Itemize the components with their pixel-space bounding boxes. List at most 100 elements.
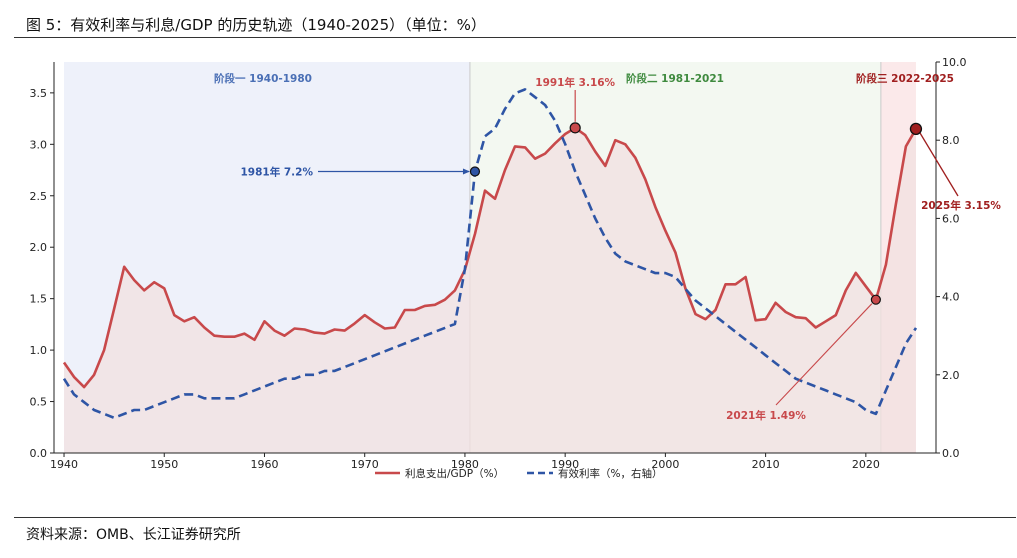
annotation-label-1981: 1981年 7.2% xyxy=(240,165,313,178)
rate-point xyxy=(383,350,386,353)
interest-point xyxy=(203,326,206,329)
rate-point xyxy=(544,104,547,107)
rate-point xyxy=(343,366,346,369)
rate-point xyxy=(814,385,817,388)
x-tick-label: 1960 xyxy=(250,458,278,471)
rate-point xyxy=(905,342,908,345)
rate-point xyxy=(734,330,737,333)
rate-point xyxy=(484,135,487,138)
rate-point xyxy=(584,194,587,197)
x-tick-label: 1970 xyxy=(351,458,379,471)
rate-point xyxy=(624,260,627,263)
rate-point xyxy=(534,96,537,99)
interest-point xyxy=(504,169,507,172)
rate-point xyxy=(774,362,777,365)
y-left-tick-label: 3.5 xyxy=(30,87,48,100)
x-tick-label: 2010 xyxy=(752,458,780,471)
rate-point xyxy=(554,119,557,122)
rate-point xyxy=(794,377,797,380)
rate-point xyxy=(664,272,667,275)
rate-point xyxy=(784,369,787,372)
rate-point xyxy=(63,377,66,380)
rate-point xyxy=(373,354,376,357)
interest-point xyxy=(734,283,737,286)
rate-point xyxy=(313,373,316,376)
interest-point xyxy=(73,375,76,378)
rate-point xyxy=(895,366,898,369)
interest-point xyxy=(293,327,296,330)
rate-point xyxy=(133,409,136,412)
rate-point xyxy=(594,217,597,220)
rate-point xyxy=(223,397,226,400)
rate-point xyxy=(654,272,657,275)
rate-point xyxy=(574,170,577,173)
rate-point xyxy=(874,413,877,416)
interest-point xyxy=(714,309,717,312)
rate-point xyxy=(464,268,467,271)
legend-label-interest: 利息支出/GDP（%） xyxy=(405,467,504,480)
interest-point xyxy=(263,320,266,323)
interest-point xyxy=(854,272,857,275)
rate-point xyxy=(714,315,717,318)
figure-title: 图 5：有效利率与利息/GDP 的历史轨迹（1940-2025）（单位：%） xyxy=(26,16,486,34)
interest-point xyxy=(474,232,477,235)
interest-point xyxy=(905,145,908,148)
interest-point xyxy=(704,318,707,321)
rate-point xyxy=(183,393,186,396)
legend-label-rate: 有效利率（%，右轴） xyxy=(558,467,662,480)
interest-point xyxy=(884,263,887,266)
interest-point xyxy=(243,332,246,335)
interest-point xyxy=(804,317,807,320)
y-right-tick-label: 2.0 xyxy=(942,369,960,382)
interest-point xyxy=(443,298,446,301)
interest-point xyxy=(143,289,146,292)
x-tick-label: 1980 xyxy=(451,458,479,471)
annotation-marker-1981 xyxy=(469,166,481,177)
rate-point xyxy=(744,338,747,341)
interest-point xyxy=(133,279,136,282)
rate-point xyxy=(213,397,216,400)
annotation-arrowhead-1981 xyxy=(462,168,470,175)
interest-point xyxy=(604,165,607,168)
interest-point xyxy=(895,203,898,206)
interest-point xyxy=(654,206,657,209)
interest-point xyxy=(123,265,126,268)
interest-point xyxy=(564,133,567,136)
interest-point xyxy=(273,329,276,332)
interest-point xyxy=(213,334,216,337)
rate-point xyxy=(163,401,166,404)
interest-point xyxy=(674,251,677,254)
interest-point xyxy=(283,334,286,337)
title-rule xyxy=(14,37,1016,38)
y-right-tick-label: 10.0 xyxy=(942,56,967,69)
y-right-tick-label: 8.0 xyxy=(942,134,960,147)
interest-point xyxy=(113,308,116,311)
rate-point xyxy=(363,358,366,361)
rate-point xyxy=(754,346,757,349)
interest-point xyxy=(403,309,406,312)
rate-point xyxy=(83,401,86,404)
interest-point xyxy=(323,332,326,335)
stage-label-1: 阶段一 1940-1980 xyxy=(214,72,312,85)
interest-point xyxy=(624,143,627,146)
rate-point xyxy=(764,354,767,357)
rate-point xyxy=(604,237,607,240)
rate-point xyxy=(303,373,306,376)
interest-point xyxy=(363,314,366,317)
interest-point xyxy=(844,289,847,292)
interest-point xyxy=(824,320,827,323)
rate-point xyxy=(323,369,326,372)
rate-point xyxy=(203,397,206,400)
rate-point xyxy=(724,323,727,326)
annotation-arrow-2025 xyxy=(919,132,959,197)
rate-point xyxy=(524,88,527,91)
interest-point xyxy=(63,361,66,364)
interest-point xyxy=(303,328,306,331)
y-left-tick-label: 1.0 xyxy=(30,344,48,357)
stage-label-2: 阶段二 1981-2021 xyxy=(626,72,724,85)
interest-point xyxy=(423,304,426,307)
interest-point xyxy=(383,327,386,330)
annotation-marker-2021 xyxy=(870,294,881,305)
interest-point xyxy=(393,326,396,329)
rate-point xyxy=(884,389,887,392)
